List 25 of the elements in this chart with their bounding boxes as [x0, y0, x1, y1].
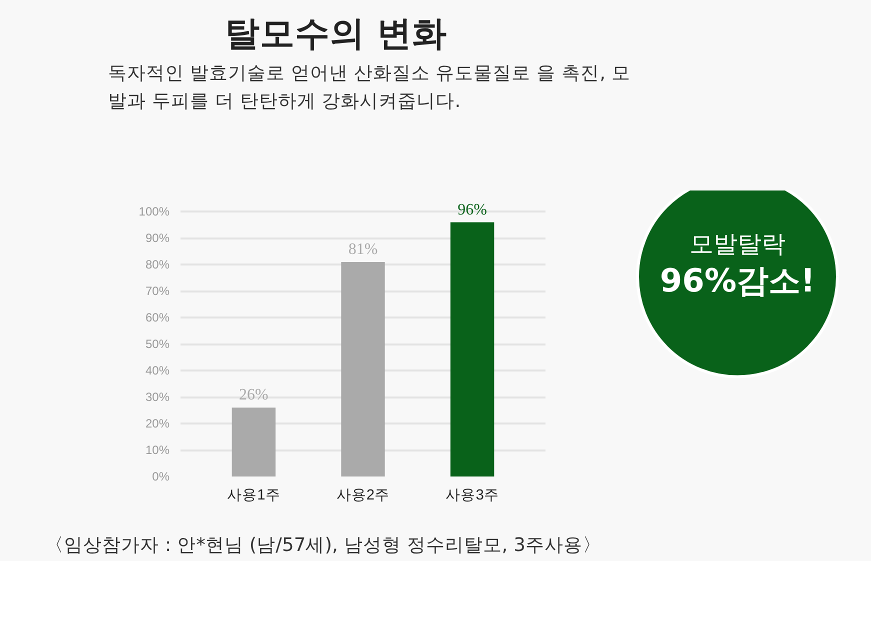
y-tick-label: 50%	[145, 337, 170, 352]
y-tick-label: 40%	[145, 364, 170, 378]
y-tick-label: 80%	[145, 258, 170, 272]
bar	[232, 408, 276, 476]
text: 96%감소!	[660, 261, 816, 300]
bar	[450, 222, 494, 476]
y-tick-label: 90%	[145, 231, 170, 246]
x-tick-label: 사용2주	[336, 488, 390, 504]
y-tick-label: 30%	[145, 390, 170, 404]
text: 모발탈락	[690, 230, 786, 258]
y-tick-label: 100%	[138, 204, 170, 219]
y-tick-label: 70%	[145, 284, 170, 298]
y-tick-label: 10%	[145, 443, 170, 458]
x-tick-label: 사용3주	[446, 488, 499, 504]
data-label: 81%	[348, 241, 378, 258]
chart-subtitle: 독자적인 발효기술로 얻어낸 산화질소 유도물질로 을 촉진, 모발과 두피를 더 탄탄하게 강화시켜줍니다.	[108, 62, 632, 114]
data-label: 96%	[458, 201, 487, 218]
y-tick-label: 20%	[145, 416, 170, 431]
bar	[341, 262, 385, 476]
x-tick-label: 사용1주	[227, 488, 280, 504]
chart-title: 탈모수의 변화	[225, 13, 448, 56]
y-tick-label: 60%	[145, 310, 170, 325]
y-tick-label: 0%	[152, 470, 170, 484]
data-label: 26%	[239, 386, 268, 404]
text: 〈임상참가자 : 안*현님 (남/57세), 남성형 정수리탈모, 3주사용〉	[45, 534, 602, 558]
